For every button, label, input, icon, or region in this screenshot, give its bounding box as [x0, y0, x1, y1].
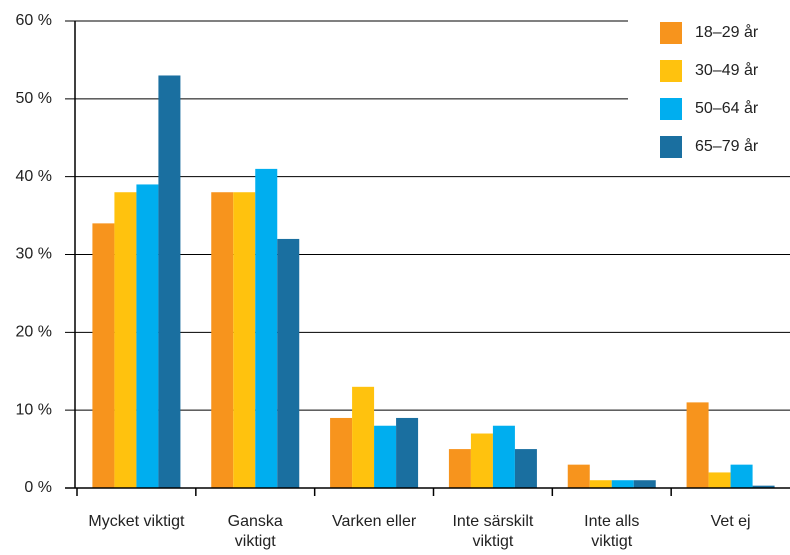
x-tick-label: Inte särskilt viktigt: [452, 513, 534, 550]
x-tick-label: Varken eller: [331, 513, 417, 530]
bar: [611, 480, 634, 488]
bar: [470, 433, 493, 488]
y-tick-label: 60 %: [16, 12, 52, 29]
bar: [492, 425, 515, 488]
bar: [233, 192, 256, 488]
x-tick-label: Mycket viktigt: [88, 513, 185, 530]
legend-label: 30–49 år: [695, 61, 759, 79]
legend-label: 18–29 år: [695, 23, 759, 41]
bar: [448, 449, 471, 488]
bar: [255, 168, 278, 488]
legend-background: [628, 8, 790, 160]
bar: [114, 192, 137, 488]
bar: [374, 425, 397, 488]
bar: [589, 480, 612, 488]
legend-label: 50–64 år: [695, 99, 759, 117]
y-tick-label: 0 %: [24, 479, 52, 496]
bar: [514, 449, 537, 488]
y-tick-label: 40 %: [16, 168, 52, 185]
bar: [708, 472, 731, 488]
bar: [158, 75, 181, 488]
legend-swatch: [660, 22, 682, 44]
y-tick-label: 10 %: [16, 401, 52, 418]
bar: [567, 464, 590, 488]
bar: [633, 480, 656, 488]
bar: [752, 485, 775, 488]
x-tick-label: Vet ej: [710, 513, 751, 530]
y-tick-label: 50 %: [16, 90, 52, 107]
bar: [352, 386, 375, 488]
bar: [396, 417, 419, 488]
legend-swatch: [660, 60, 682, 82]
bar: [277, 238, 300, 488]
bar: [211, 192, 234, 488]
bar: [92, 223, 115, 488]
x-tick-label: Inte alls viktigt: [584, 513, 640, 550]
bar: [330, 417, 353, 488]
y-tick-label: 30 %: [16, 246, 52, 263]
bar: [686, 402, 709, 488]
bar: [730, 464, 753, 488]
legend-label: 65–79 år: [695, 137, 759, 155]
bar: [136, 184, 159, 488]
legend-swatch: [660, 136, 682, 158]
legend-swatch: [660, 98, 682, 120]
y-tick-label: 20 %: [16, 324, 52, 341]
x-tick-label: Ganska viktigt: [227, 513, 283, 550]
